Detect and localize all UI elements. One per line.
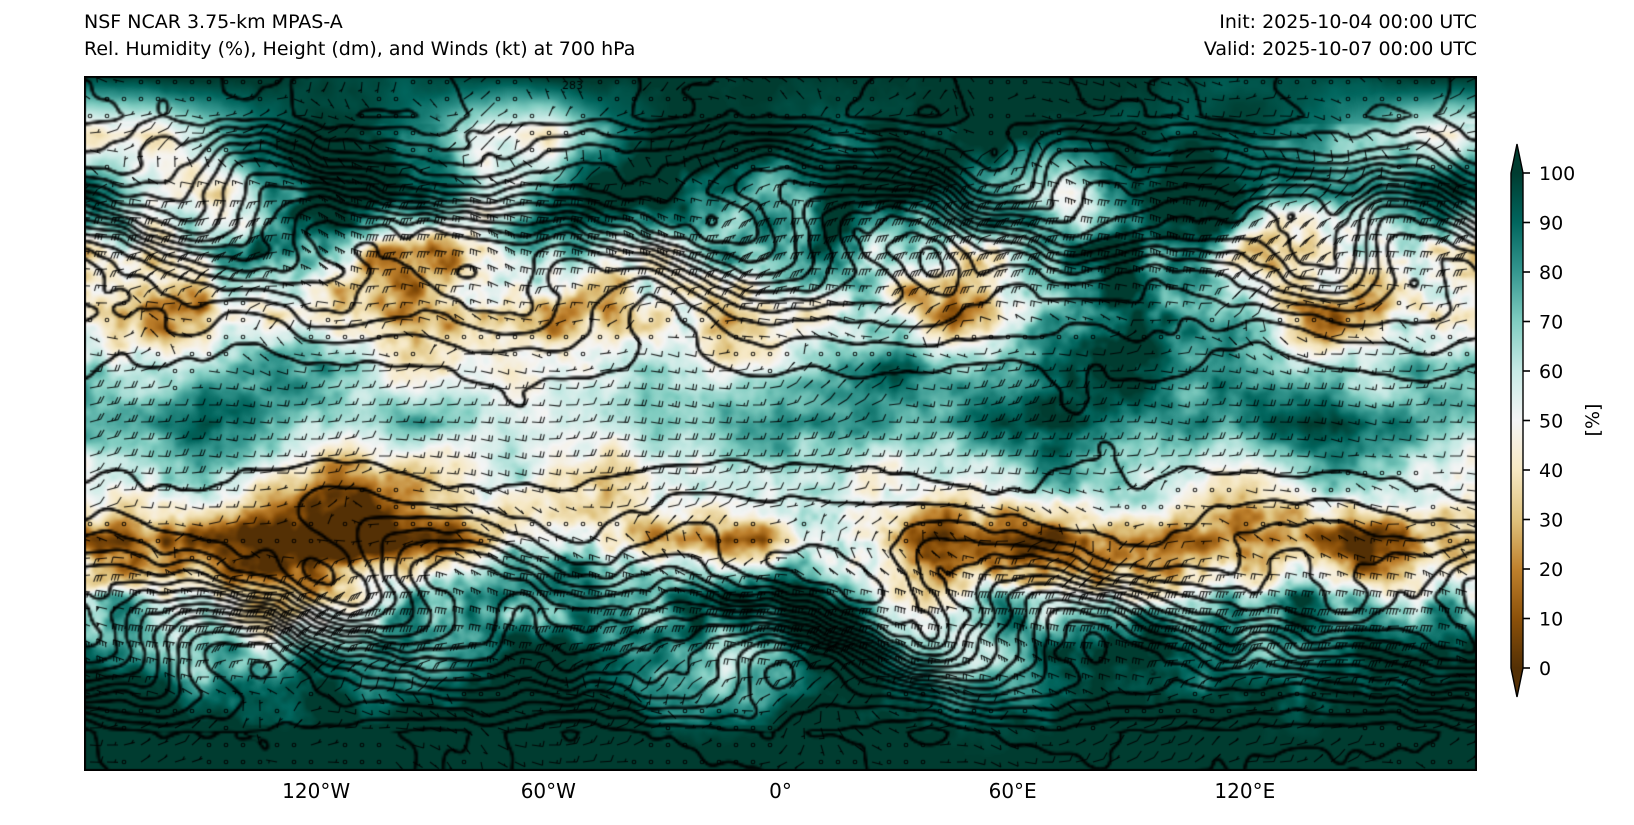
colorbar-tick-label: 90 (1539, 213, 1563, 235)
map-canvas (84, 76, 1477, 771)
model-title: NSF NCAR 3.75-km MPAS-A (84, 11, 343, 33)
colorbar-tick-label: 10 (1539, 609, 1563, 631)
colorbar-tick-label: 20 (1539, 559, 1563, 581)
x-tick-label: 60°E (988, 779, 1037, 803)
colorbar-tick-label: 50 (1539, 411, 1563, 433)
colorbar-bar (1510, 143, 1524, 698)
colorbar-tick-label: 40 (1539, 460, 1563, 482)
x-tick-label: 120°E (1214, 779, 1276, 803)
colorbar-tick-label: 0 (1539, 658, 1551, 680)
colorbar-tick-label: 100 (1539, 163, 1575, 185)
plot-subtitle: Rel. Humidity (%), Height (dm), and Wind… (84, 38, 636, 60)
x-tick-label: 0° (769, 779, 792, 803)
colorbar-tick-label: 30 (1539, 510, 1563, 532)
colorbar: 0 10 20 30 40 50 60 70 80 90 100 (1510, 143, 1575, 698)
colorbar-unit-label: [%] (1582, 403, 1604, 437)
x-tick-label: 120°W (282, 779, 351, 803)
colorbar-tick-label: 60 (1539, 361, 1563, 383)
colorbar-tick-label: 80 (1539, 262, 1563, 284)
colorbar-ticks: 0 10 20 30 40 50 60 70 80 90 100 (1523, 163, 1575, 680)
init-time: Init: 2025-10-04 00:00 UTC (1219, 11, 1477, 33)
valid-time: Valid: 2025-10-07 00:00 UTC (1203, 38, 1477, 60)
colorbar-tick-label: 70 (1539, 312, 1563, 334)
x-tick-label: 60°W (520, 779, 576, 803)
